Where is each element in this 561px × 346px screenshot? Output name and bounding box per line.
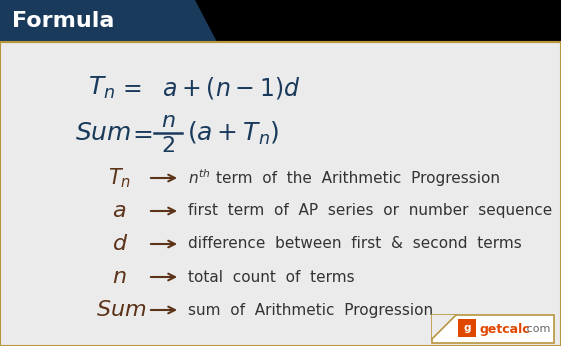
Text: difference  between  first  &  second  terms: difference between first & second terms (188, 237, 522, 252)
Bar (0, 42, 561, 346)
Text: $T_n$: $T_n$ (108, 166, 131, 190)
Bar (432, 315, 554, 343)
Text: first  term  of  AP  series  or  number  sequence: first term of AP series or number sequen… (188, 203, 552, 219)
Text: $d$: $d$ (112, 234, 128, 254)
Text: sum  of  Arithmetic  Progression: sum of Arithmetic Progression (188, 302, 433, 318)
Polygon shape (0, 0, 217, 42)
Polygon shape (432, 315, 456, 339)
Text: $n^{th}$: $n^{th}$ (188, 169, 210, 187)
Text: $n$: $n$ (160, 111, 175, 131)
Text: $a$: $a$ (112, 201, 126, 221)
Text: $=$: $=$ (128, 121, 153, 145)
Text: $T_n$: $T_n$ (88, 75, 115, 101)
Text: term  of  the  Arithmetic  Progression: term of the Arithmetic Progression (216, 171, 500, 185)
Text: $Sum$: $Sum$ (96, 300, 146, 320)
Text: $(a + T_n)$: $(a + T_n)$ (187, 119, 279, 147)
Text: g: g (463, 323, 471, 333)
Text: $2$: $2$ (161, 136, 175, 156)
Text: $n$: $n$ (112, 267, 127, 287)
Text: $Sum$: $Sum$ (75, 121, 131, 145)
Text: getcalc: getcalc (480, 322, 531, 336)
Bar (458, 319, 476, 337)
Text: Formula: Formula (12, 11, 114, 31)
Text: .com: .com (524, 324, 551, 334)
Text: total  count  of  terms: total count of terms (188, 270, 355, 284)
Text: $=\ \ a + (n-1)d$: $=\ \ a + (n-1)d$ (118, 75, 300, 101)
